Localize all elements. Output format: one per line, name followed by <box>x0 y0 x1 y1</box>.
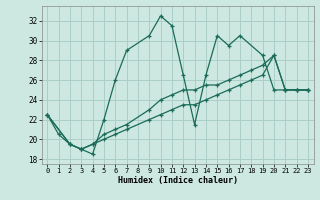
X-axis label: Humidex (Indice chaleur): Humidex (Indice chaleur) <box>118 176 237 185</box>
